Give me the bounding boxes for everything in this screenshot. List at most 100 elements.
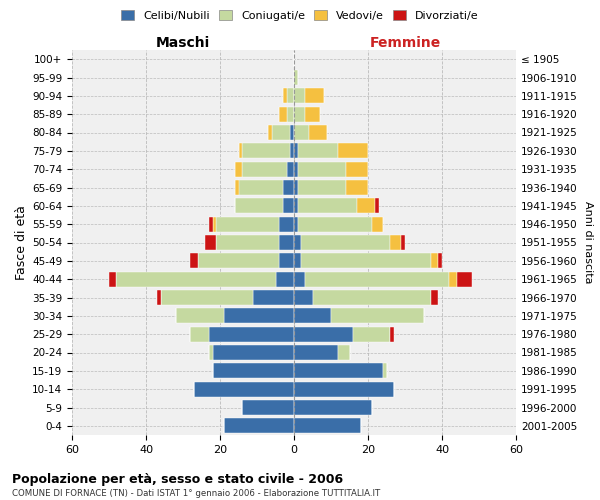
Bar — [457, 272, 472, 286]
Bar — [301, 254, 431, 268]
Text: Popolazione per età, sesso e stato civile - 2006: Popolazione per età, sesso e stato civil… — [12, 472, 343, 486]
Bar — [294, 216, 298, 232]
Bar — [305, 88, 323, 104]
Bar — [294, 308, 331, 324]
Bar — [272, 125, 290, 140]
Bar — [279, 106, 287, 122]
Bar — [279, 216, 294, 232]
Bar — [209, 216, 212, 232]
Bar — [209, 326, 294, 342]
Bar — [190, 326, 209, 342]
Bar — [431, 290, 438, 305]
Bar — [116, 272, 275, 286]
Bar — [353, 326, 390, 342]
Bar — [161, 290, 253, 305]
Bar — [338, 345, 349, 360]
Bar — [212, 345, 294, 360]
Bar — [294, 70, 298, 85]
Bar — [294, 254, 301, 268]
Bar — [294, 418, 361, 434]
Bar — [209, 345, 212, 360]
Legend: Celibi/Nubili, Coniugati/e, Vedovi/e, Divorziati/e: Celibi/Nubili, Coniugati/e, Vedovi/e, Di… — [117, 6, 483, 25]
Bar — [294, 272, 305, 286]
Text: Maschi: Maschi — [156, 36, 210, 50]
Bar — [298, 216, 372, 232]
Bar — [390, 235, 401, 250]
Bar — [383, 364, 386, 378]
Bar — [294, 198, 298, 214]
Bar — [109, 272, 116, 286]
Bar — [438, 254, 442, 268]
Bar — [401, 235, 405, 250]
Bar — [294, 125, 309, 140]
Bar — [298, 144, 338, 158]
Bar — [239, 144, 242, 158]
Bar — [287, 162, 294, 176]
Bar — [279, 254, 294, 268]
Bar — [283, 180, 294, 195]
Bar — [309, 125, 328, 140]
Y-axis label: Fasce di età: Fasce di età — [15, 205, 28, 280]
Bar — [372, 216, 383, 232]
Bar — [235, 180, 239, 195]
Bar — [194, 382, 294, 396]
Bar — [212, 216, 217, 232]
Bar — [305, 106, 320, 122]
Bar — [294, 162, 298, 176]
Bar — [216, 216, 279, 232]
Bar — [157, 290, 161, 305]
Bar — [294, 382, 394, 396]
Bar — [298, 180, 346, 195]
Bar — [238, 180, 283, 195]
Bar — [176, 308, 224, 324]
Bar — [294, 106, 305, 122]
Bar — [283, 198, 294, 214]
Bar — [275, 272, 294, 286]
Bar — [294, 400, 372, 415]
Bar — [287, 88, 294, 104]
Bar — [298, 162, 346, 176]
Bar — [346, 180, 368, 195]
Bar — [294, 290, 313, 305]
Bar — [283, 88, 287, 104]
Bar — [253, 290, 294, 305]
Bar — [431, 254, 438, 268]
Bar — [294, 144, 298, 158]
Bar — [279, 235, 294, 250]
Bar — [294, 345, 338, 360]
Bar — [449, 272, 457, 286]
Bar — [294, 326, 353, 342]
Bar — [331, 308, 424, 324]
Bar — [216, 235, 279, 250]
Bar — [346, 162, 368, 176]
Bar — [290, 125, 294, 140]
Bar — [205, 235, 217, 250]
Bar — [198, 254, 279, 268]
Text: COMUNE DI FORNACE (TN) - Dati ISTAT 1° gennaio 2006 - Elaborazione TUTTITALIA.IT: COMUNE DI FORNACE (TN) - Dati ISTAT 1° g… — [12, 489, 380, 498]
Bar — [390, 326, 394, 342]
Bar — [357, 198, 376, 214]
Bar — [294, 364, 383, 378]
Bar — [224, 418, 294, 434]
Bar — [294, 235, 301, 250]
Bar — [235, 162, 242, 176]
Text: Femmine: Femmine — [370, 36, 440, 50]
Bar — [242, 162, 287, 176]
Bar — [305, 272, 449, 286]
Bar — [212, 364, 294, 378]
Bar — [190, 254, 198, 268]
Bar — [290, 144, 294, 158]
Bar — [235, 198, 283, 214]
Bar — [376, 198, 379, 214]
Bar — [301, 235, 390, 250]
Bar — [294, 88, 305, 104]
Bar — [338, 144, 368, 158]
Y-axis label: Anni di nascita: Anni di nascita — [583, 201, 593, 284]
Bar — [268, 125, 272, 140]
Bar — [294, 180, 298, 195]
Bar — [224, 308, 294, 324]
Bar — [242, 400, 294, 415]
Bar — [242, 144, 290, 158]
Bar — [313, 290, 431, 305]
Bar — [298, 198, 357, 214]
